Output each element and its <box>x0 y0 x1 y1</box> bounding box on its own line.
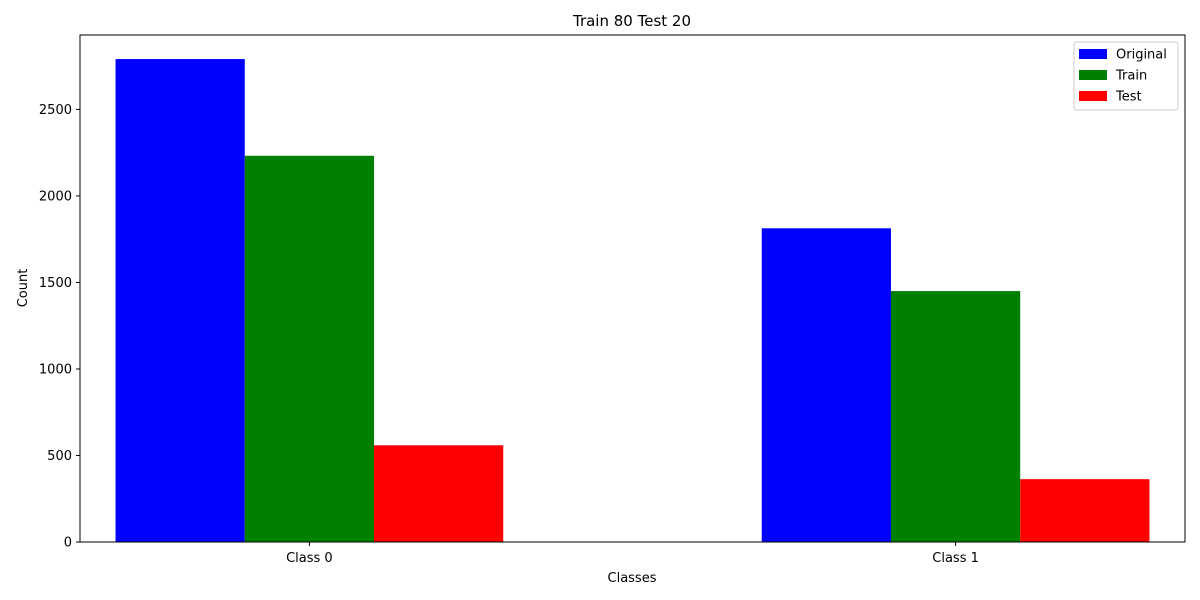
bar-original-class-0 <box>115 59 245 543</box>
chart-title: Train 80 Test 20 <box>572 12 691 30</box>
bar-train-class-0 <box>244 155 375 542</box>
bar-test-class-0 <box>374 445 504 542</box>
bars-layer <box>115 59 1150 543</box>
bar-original-class-1 <box>761 228 891 542</box>
legend-label-train: Train <box>1115 69 1147 84</box>
plot-frame <box>79 34 1186 543</box>
x-tick-label: Class 0 <box>286 551 333 566</box>
y-tick-label: 2500 <box>39 103 72 118</box>
bar-train-class-1 <box>890 291 1021 542</box>
y-axis: 0 500 1000 1500 2000 2500 <box>39 103 80 551</box>
y-tick-label: 1000 <box>39 362 72 377</box>
y-tick-label: 500 <box>47 449 72 464</box>
y-tick-label: 2000 <box>39 189 72 204</box>
legend: Original Train Test <box>1073 41 1179 111</box>
legend-swatch-test <box>1079 91 1107 101</box>
x-axis: Class 0 Class 1 <box>286 542 979 566</box>
y-tick-label: 0 <box>64 536 72 551</box>
legend-swatch-original <box>1079 49 1107 59</box>
bar-test-class-1 <box>1020 479 1150 542</box>
y-axis-title: Count <box>16 269 31 308</box>
y-tick-label: 1500 <box>39 276 72 291</box>
legend-label-test: Test <box>1115 90 1142 105</box>
legend-swatch-train <box>1079 70 1107 80</box>
legend-label-original: Original <box>1116 48 1167 63</box>
x-axis-title: Classes <box>608 571 657 586</box>
x-tick-label: Class 1 <box>932 551 979 566</box>
